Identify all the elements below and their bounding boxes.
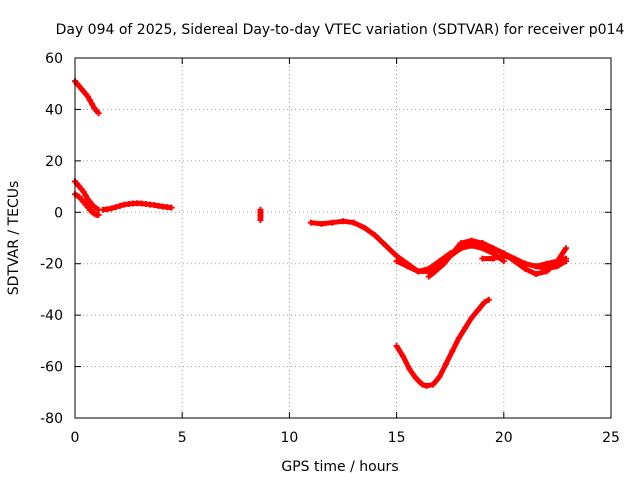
data-point — [257, 217, 264, 223]
data-trace-segment — [395, 253, 409, 266]
data-trace-segment — [414, 376, 425, 387]
series-arc-2 — [72, 178, 102, 213]
data-point — [95, 110, 102, 117]
x-axis-ticks: 0 5 10 15 20 25 — [71, 58, 620, 446]
data-trace-segment — [394, 344, 406, 358]
series-arc-4 — [99, 200, 175, 213]
y-tick-label: 20 — [45, 154, 63, 170]
data-trace-segment — [469, 308, 480, 320]
plot-border — [74, 57, 612, 419]
chart-title: Day 094 of 2025, Sidereal Day-to-day VTE… — [56, 22, 625, 38]
data-trace-segment — [437, 362, 449, 378]
x-tick-label: 25 — [602, 430, 620, 446]
data-trace-segment — [407, 367, 418, 380]
x-tick-label: 0 — [71, 430, 80, 446]
data-point — [562, 245, 569, 252]
data-trace-segment — [373, 233, 388, 248]
data-trace-segment — [456, 326, 468, 340]
x-tick-label: 10 — [280, 430, 298, 446]
x-tick-label: 5 — [178, 430, 187, 446]
y-tick-label: -20 — [40, 257, 63, 273]
data-trace-segment — [450, 241, 463, 256]
x-tick-label: 20 — [495, 430, 513, 446]
y-tick-label: 40 — [45, 102, 63, 118]
data-trace-segment — [476, 300, 487, 312]
x-tick-label: 15 — [388, 430, 406, 446]
data-trace-segment — [384, 243, 399, 258]
y-tick-label: -80 — [40, 411, 63, 427]
data-trace-segment — [441, 251, 455, 266]
data-point — [562, 255, 569, 262]
y-tick-label: 60 — [45, 51, 63, 67]
data-trace-segment — [443, 350, 455, 366]
y-axis-label: SDTVAR / TECUs — [6, 181, 22, 296]
y-axis-ticks: -80 -60 -40 -20 0 20 40 60 — [40, 51, 611, 427]
data-points — [72, 78, 569, 389]
y-tick-label: -60 — [40, 360, 63, 376]
data-trace-segment — [463, 316, 474, 330]
y-tick-label: -40 — [40, 308, 63, 324]
y-tick-label: 0 — [54, 205, 63, 221]
series-arc-3 — [72, 191, 102, 218]
data-trace-segment — [400, 355, 412, 371]
data-point — [95, 211, 102, 218]
data-trace-segment — [450, 337, 462, 353]
series-arc-9 — [479, 253, 569, 270]
data-trace-segment — [427, 261, 441, 274]
x-axis-label: GPS time / hours — [281, 459, 398, 475]
data-point — [500, 258, 507, 265]
grid-lines — [75, 58, 611, 418]
series-arc-10 — [393, 296, 492, 389]
series-arc-1 — [72, 78, 102, 117]
data-trace-segment — [431, 375, 442, 387]
data-point — [168, 204, 175, 211]
data-point — [485, 296, 492, 303]
data-trace-segment — [513, 259, 527, 271]
data-trace-segment — [362, 225, 377, 238]
data-trace-segment — [433, 261, 446, 274]
series-arc-5 — [257, 206, 264, 223]
